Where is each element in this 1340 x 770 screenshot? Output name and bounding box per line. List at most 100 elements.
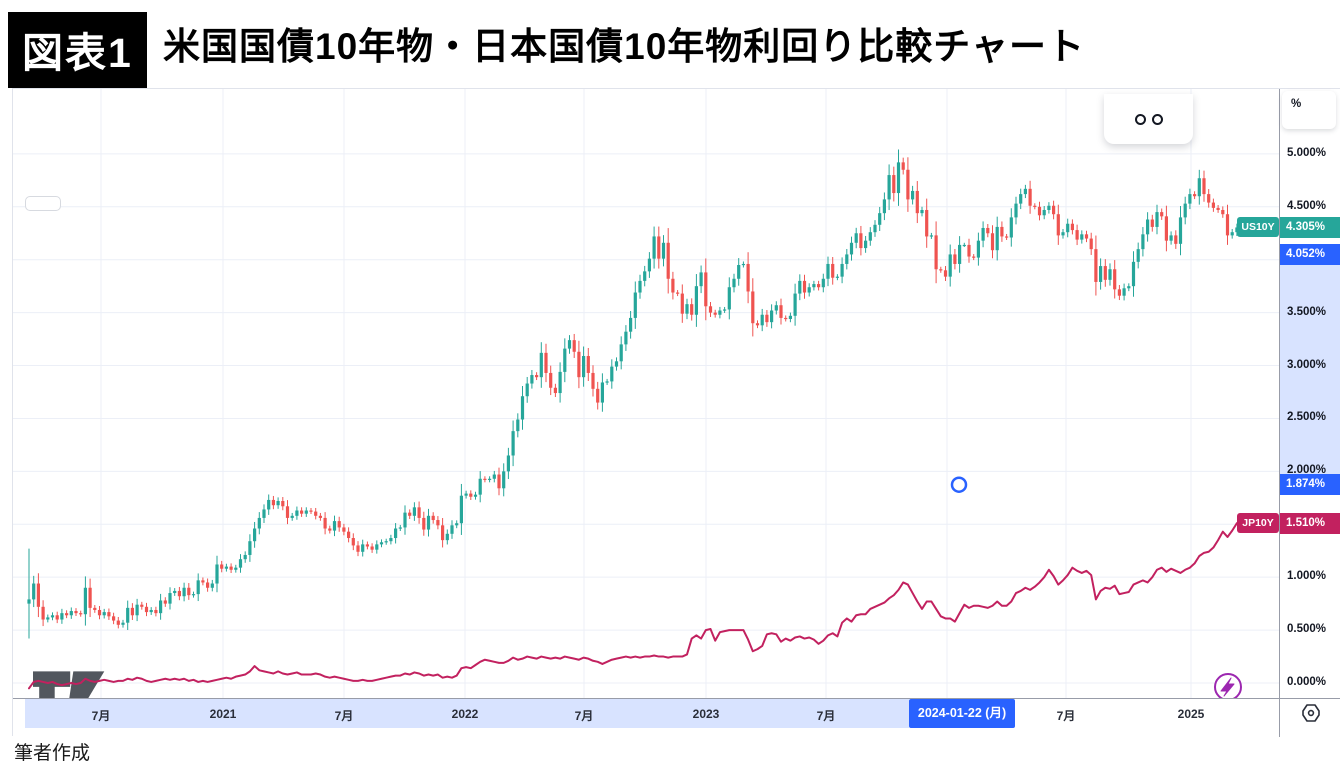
candle-body (1037, 206, 1042, 216)
candle-body (760, 314, 764, 326)
candle-body (1122, 288, 1126, 296)
left-scale-stub[interactable] (25, 196, 61, 211)
candle-body (1225, 214, 1230, 236)
candle-body (1042, 209, 1046, 216)
candle-body (845, 254, 849, 264)
candle-body (558, 371, 562, 394)
candle-body (337, 521, 341, 528)
range-anchor-point[interactable] (950, 476, 968, 493)
candle-body (906, 169, 910, 200)
floating-toolbar[interactable] (1104, 94, 1193, 144)
candle-body (849, 242, 854, 255)
candle-body (544, 352, 548, 373)
candle-body (638, 280, 642, 293)
candle-body (140, 604, 144, 607)
candle-body (32, 583, 36, 600)
chart-canvas[interactable] (13, 89, 1279, 698)
tradingview-logo-icon[interactable] (33, 671, 105, 698)
x-tick-label: 7月 (91, 709, 111, 723)
candle-body (784, 317, 788, 320)
candle-body (267, 499, 271, 510)
candle-body (958, 244, 962, 264)
candle-body (586, 356, 590, 373)
candle-body (647, 258, 651, 272)
time-range-highlight (25, 699, 909, 728)
candle-body (671, 278, 675, 293)
candle-body (1019, 194, 1023, 204)
candle-body (177, 590, 181, 597)
gear-icon[interactable] (1299, 701, 1323, 725)
candle-body (1089, 238, 1093, 250)
candle-body (873, 224, 877, 233)
price-series (27, 149, 1239, 690)
candle-body (835, 276, 839, 278)
candle-body (1014, 203, 1018, 218)
chart-widget: US10Y JP10Y % 5.000% 4.500% 3.500% 3.000% 2.5… (12, 88, 1340, 737)
gridlines (13, 89, 1279, 698)
candle-body (149, 609, 153, 613)
candle-body (911, 190, 915, 200)
candle-body (65, 613, 69, 616)
candle-body (422, 517, 426, 530)
candle-body (314, 511, 318, 516)
source-note: 筆者作成 (14, 743, 91, 764)
candle-body (295, 510, 299, 516)
x-tick-label: 2023 (692, 707, 720, 721)
candle-body (755, 323, 760, 326)
candle-body (206, 582, 210, 588)
candle-body (934, 235, 938, 270)
candle-body (126, 607, 130, 623)
candle-body (1056, 214, 1060, 236)
candle-body (459, 495, 463, 524)
candle-body (680, 293, 684, 314)
candle-body (492, 474, 496, 479)
candle-body (887, 175, 891, 200)
candle-body (1075, 230, 1079, 240)
candle-body (1099, 266, 1103, 282)
axis-unit-chip: % (1282, 91, 1336, 129)
candle-body (1000, 226, 1004, 237)
candle-body (27, 599, 31, 604)
candle-body (182, 587, 186, 597)
candle-body (398, 527, 402, 529)
candle-body (1136, 249, 1140, 262)
price-axis[interactable]: % 5.000% 4.500% 3.500% 3.000% 2.500% 2.000% 1.… (1279, 89, 1340, 698)
jp10y-line (28, 522, 1238, 690)
candle-body (643, 271, 647, 281)
candle-body (379, 542, 384, 545)
candle-body (572, 340, 576, 352)
candle-body (600, 382, 604, 403)
lightning-icon[interactable] (1214, 673, 1242, 698)
time-axis[interactable]: 7月 2021 7月 2022 7月 2023 7月 7月 2025 2024-01-22 (月) (13, 698, 1279, 737)
us10y-label-badge: US10Y (1237, 217, 1279, 238)
candle-body (426, 515, 431, 530)
candle-body (1211, 202, 1215, 208)
candle-body (412, 507, 416, 516)
candle-body (478, 478, 482, 495)
candle-body (746, 263, 750, 292)
candle-body (488, 478, 492, 480)
jp10y-price-badge: 1.510% (1280, 512, 1340, 534)
candle-body (591, 372, 595, 389)
candle-body (727, 287, 731, 310)
candle-body (920, 209, 924, 214)
y-tick-label: 0.000% (1287, 676, 1327, 688)
candle-body (624, 331, 628, 345)
x-tick-label: 7月 (1056, 709, 1076, 723)
candle-body (1080, 234, 1084, 240)
candle-body (318, 515, 322, 518)
candle-body (1164, 216, 1168, 241)
x-tick-label: 2021 (209, 707, 237, 721)
candle-body (41, 606, 45, 620)
candle-body (441, 525, 445, 541)
chart-plot-area[interactable] (13, 89, 1279, 698)
candle-body (436, 520, 440, 526)
candle-body (347, 531, 351, 539)
jp10y-label-badge: JP10Y (1237, 513, 1279, 534)
candle-body (723, 309, 727, 311)
candle-body (1183, 203, 1187, 218)
candle-body (530, 375, 534, 384)
candle-body (859, 233, 863, 249)
candle-body (1178, 217, 1183, 244)
candle-body (257, 517, 261, 529)
